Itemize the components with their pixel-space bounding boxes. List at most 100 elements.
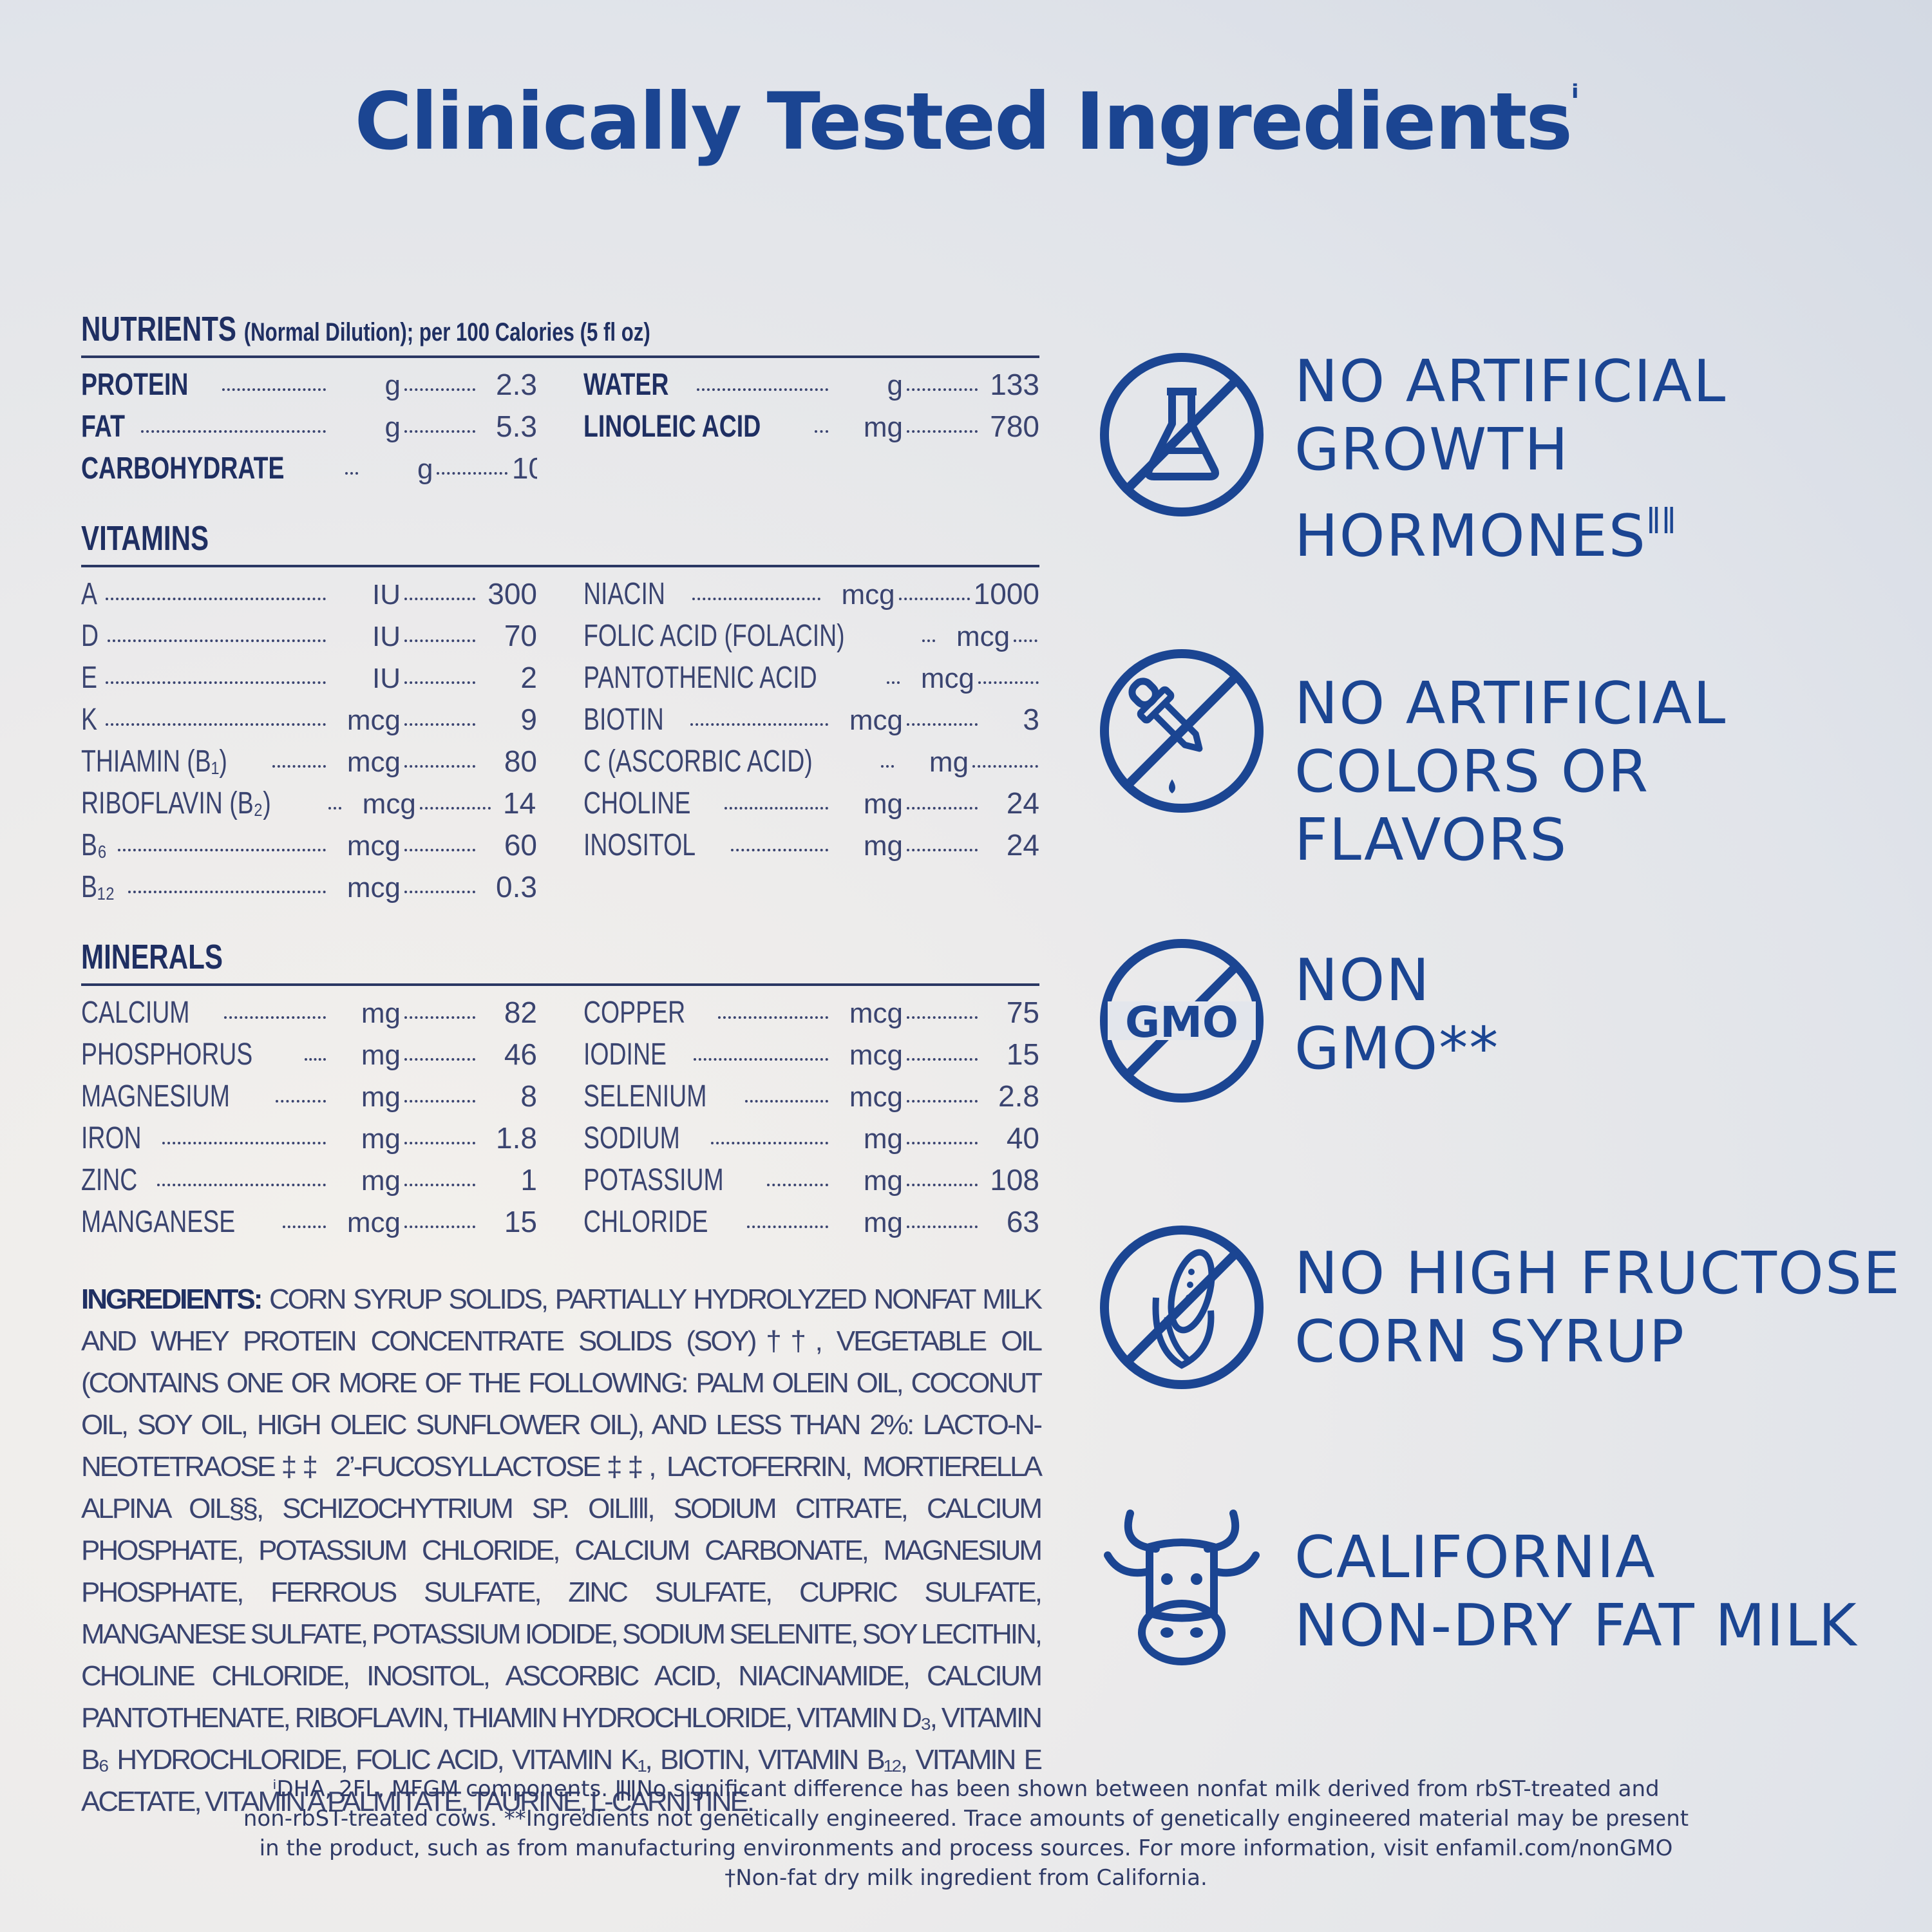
page-title: Clinically Tested Ingredientsⁱ [354, 76, 1579, 167]
nutrient-row: WATER g 133 [583, 367, 1039, 409]
nutrient-row: POTASSIUM mg 108 [583, 1162, 1039, 1204]
nutrient-value: 3 [1023, 703, 1039, 736]
nutrient-unit: mcg [841, 579, 895, 611]
no-flask-icon [1100, 353, 1264, 516]
nutrient-name: PANTOTHENIC ACID [583, 661, 817, 695]
leader-dots [128, 891, 326, 893]
minerals-grid: CALCIUM mg 82 PHOSPHORUS mg 46 MAGNESIUM mg 8 IRO… [81, 995, 1039, 1246]
leader-dots [106, 723, 326, 726]
nutrient-value: 9 [520, 703, 537, 736]
nutrient-value: 60 [504, 828, 537, 862]
leader-dots [692, 598, 820, 600]
nutrient-unit: mcg [346, 1207, 401, 1238]
nutrient-name: IODINE [583, 1037, 667, 1072]
nutrient-name: POTASSIUM [583, 1163, 724, 1197]
nutrient-row: MAGNESIUM mg 8 [81, 1079, 537, 1121]
nutrient-row: SODIUM mg 40 [583, 1121, 1039, 1162]
gmo-icon-label: GMO [1125, 998, 1238, 1047]
leader-dots [881, 765, 895, 768]
leader-dots [978, 681, 1039, 684]
leader-dots [922, 639, 936, 642]
leader-dots [282, 1226, 326, 1228]
leader-dots [162, 1142, 326, 1144]
nutrients-right-column: WATER g 133 LINOLEIC ACID mg 780 [583, 367, 1039, 493]
leader-dots [731, 849, 828, 851]
nutrient-name: D [81, 619, 99, 653]
nutrient-unit: g [384, 370, 401, 401]
nutrient-row: NIACIN mcg 1000 [583, 576, 1039, 618]
nutrient-row: FOLIC ACID (FOLACIN)mcg16 [583, 618, 1039, 660]
leader-dots [106, 598, 326, 600]
nutrient-value: 8 [520, 1079, 537, 1113]
nutrient-value: 1 [520, 1163, 537, 1197]
leader-dots [747, 1226, 828, 1228]
nutrient-name: COPPER [583, 996, 686, 1030]
nutrient-unit: mcg [849, 1039, 903, 1071]
nutrient-value: 300 [488, 577, 537, 611]
leader-dots [907, 430, 978, 433]
leader-dots [907, 807, 978, 810]
nutrients-rule [81, 355, 1039, 358]
leader-dots [404, 1142, 475, 1144]
nutrient-unit: mg [361, 1081, 401, 1113]
nutrient-unit: mg [863, 1207, 903, 1238]
nutrient-unit: mcg [346, 872, 401, 904]
title-footnote-mark: ⁱ [1571, 79, 1578, 117]
leader-dots [272, 765, 326, 768]
leader-dots [898, 598, 970, 600]
nutrient-value: 10.9 [511, 451, 537, 485]
no-gmo-icon: GMO [1100, 939, 1264, 1103]
leader-dots [717, 1016, 828, 1019]
leader-dots [419, 807, 491, 810]
nutrient-row: CHLORIDE mg 63 [583, 1204, 1039, 1246]
nutrient-value: 2.3 [496, 368, 537, 401]
nutrients-heading: NUTRIENTS (Normal Dilution); per 100 Cal… [81, 310, 650, 348]
leader-dots [437, 472, 508, 475]
nutrient-unit: mg [863, 412, 903, 443]
nutrient-unit: mcg [956, 621, 1010, 652]
nutrient-name: MAGNESIUM [81, 1079, 230, 1113]
leader-dots [696, 388, 828, 391]
nutrient-unit: mg [361, 1039, 401, 1071]
nutrient-row: COPPER mcg 75 [583, 995, 1039, 1037]
nutrient-value: 24 [1006, 828, 1039, 862]
leader-dots [276, 1100, 326, 1103]
nutrient-name: ZINC [81, 1163, 138, 1197]
nutrients-subheading: (Normal Dilution); per 100 Calories (5 f… [243, 318, 650, 346]
leader-dots [907, 388, 978, 391]
nutrient-name: B₁₂ [81, 870, 115, 904]
nutrient-row: FAT g 5.3 [81, 409, 537, 451]
leader-dots [404, 849, 475, 851]
nutrient-row: ZINC mg 1 [81, 1162, 537, 1204]
nutrient-name: CALCIUM [81, 996, 190, 1030]
nutrient-row: IRON mg 1.8 [81, 1121, 537, 1162]
nutrient-name: CHOLINE [583, 786, 691, 820]
nutrient-unit: mcg [346, 746, 401, 778]
footnote-line: ⁱDHA, 2FL, MFGM components. ǁǁNo signifi… [272, 1776, 1660, 1802]
leader-dots [907, 723, 978, 726]
nutrient-unit: mcg [849, 998, 903, 1029]
vitamins-heading: VITAMINS [81, 519, 209, 558]
nutrient-unit: IU [372, 579, 401, 611]
nutrient-row: A IU 300 [81, 576, 537, 618]
nutrient-value: 40 [1006, 1121, 1039, 1155]
leader-dots [404, 1184, 475, 1186]
nutrient-name: IRON [81, 1121, 142, 1155]
claim-text: NO ARTIFICIAL COLORS OR FLAVORS [1294, 670, 1727, 874]
nutrient-name: WATER [583, 368, 669, 402]
ingredients-list: CORN SYRUP SOLIDS, PARTIALLY HYDROLYZED … [81, 1283, 1043, 1817]
leader-dots [886, 681, 900, 684]
nutrient-name: INOSITOL [583, 828, 696, 862]
nutrient-value: 780 [990, 410, 1039, 443]
leader-dots [328, 807, 341, 810]
leader-dots [907, 1226, 978, 1228]
nutrient-unit: mg [929, 746, 969, 778]
leader-dots [305, 1058, 326, 1061]
nutrient-row: INOSITOL mg 24 [583, 828, 1039, 869]
nutrient-value: 2.8 [998, 1079, 1039, 1113]
claim-california-milk: CALIFORNIA NON-DRY FAT MILK [1095, 1501, 1906, 1668]
nutrient-unit: mcg [362, 788, 416, 820]
nutrient-name: SODIUM [583, 1121, 680, 1155]
nutrient-unit: mg [361, 998, 401, 1029]
leader-dots [404, 430, 475, 433]
